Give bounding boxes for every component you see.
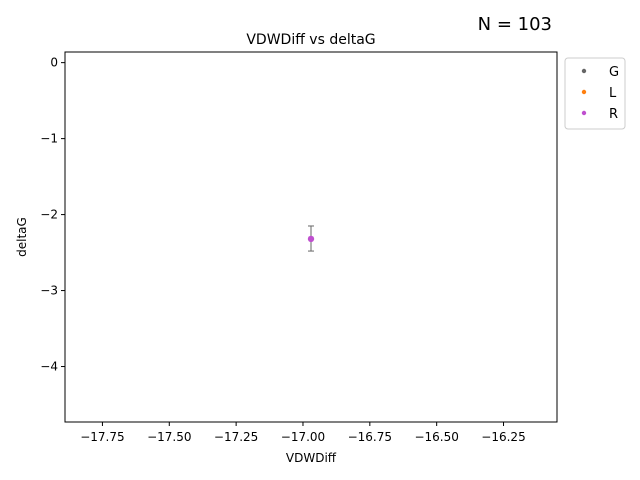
legend-marker-L: [581, 89, 587, 95]
y-axis: 0 −1 −2 −3 −4: [40, 56, 65, 374]
legend-box: [564, 57, 626, 130]
y-tick-label: −3: [40, 284, 58, 298]
y-tick-label: −2: [40, 208, 58, 222]
y-tick-label: 0: [50, 56, 58, 70]
x-tick-label: −16.25: [481, 430, 525, 444]
x-tick-label: −17.50: [147, 430, 191, 444]
data-point-R: [307, 235, 315, 243]
x-tick-label: −16.75: [348, 430, 392, 444]
chart-title: VDWDiff vs deltaG: [246, 32, 375, 48]
legend: GLR: [564, 57, 626, 130]
y-tick-label: −1: [40, 132, 58, 146]
x-axis: −17.75 −17.50 −17.25 −17.00 −16.75 −16.50 −16.…: [80, 422, 526, 444]
y-axis-label: deltaG: [15, 217, 29, 257]
y-tick-label: −4: [40, 360, 58, 374]
legend-marker-G: [581, 68, 587, 74]
legend-label-R: R: [609, 107, 618, 122]
x-tick-label: −17.25: [214, 430, 258, 444]
legend-label-L: L: [609, 86, 617, 101]
axes-frame: [64, 51, 558, 423]
x-axis-label: VDWDiff: [286, 451, 337, 465]
x-tick-label: −17.00: [281, 430, 325, 444]
plot-area: [307, 225, 315, 252]
x-tick-label: −17.75: [80, 430, 124, 444]
legend-label-G: G: [609, 65, 619, 80]
legend-marker-R: [581, 110, 587, 116]
x-tick-label: −16.50: [414, 430, 458, 444]
n-annotation: N = 103: [478, 14, 552, 35]
